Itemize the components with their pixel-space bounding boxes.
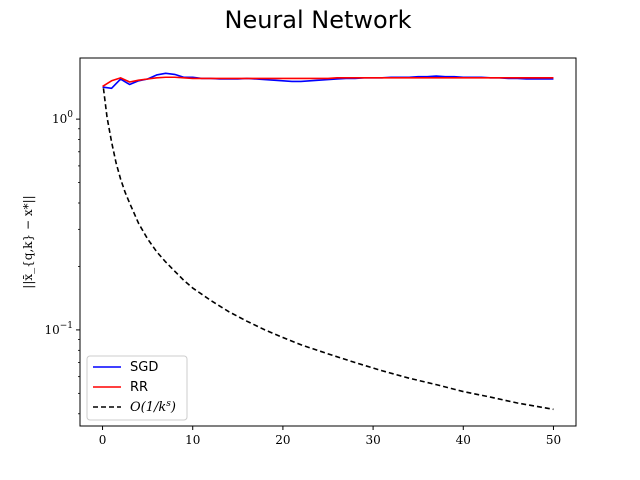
plot-frame <box>79 57 577 427</box>
legend-rate-main: O(1/k <box>130 400 166 415</box>
series-line-sgd <box>102 72 554 90</box>
y-axis: 100 10−1 <box>44 110 80 415</box>
x-tick-label: 10 <box>185 433 200 447</box>
legend-rate-end: ) <box>170 400 176 415</box>
legend-label-sgd: SGD <box>130 360 158 375</box>
plot-area <box>79 57 577 427</box>
x-axis: 0 10 20 30 40 50 <box>99 426 561 447</box>
chart-title: Neural Network <box>224 6 411 34</box>
legend-box <box>86 355 188 421</box>
x-tick-label: 40 <box>456 433 471 447</box>
y-axis-label: ||x̄_{q,k} − x*|| <box>21 195 35 288</box>
series-layer <box>102 72 554 411</box>
y-tick-label: 100 <box>52 110 73 126</box>
legend-rate-sup: s <box>166 399 171 409</box>
y-tick-label: 10−1 <box>44 321 73 337</box>
x-tick-label: 20 <box>275 433 290 447</box>
x-tick-label: 30 <box>365 433 380 447</box>
x-tick-label: 50 <box>546 433 561 447</box>
legend-label-rr: RR <box>130 380 148 395</box>
legend: SGD RR O(1/ks) <box>86 355 188 421</box>
series-line-rr <box>102 76 554 88</box>
legend-label-rate: O(1/ks) <box>130 399 176 415</box>
x-tick-label: 0 <box>99 433 107 447</box>
